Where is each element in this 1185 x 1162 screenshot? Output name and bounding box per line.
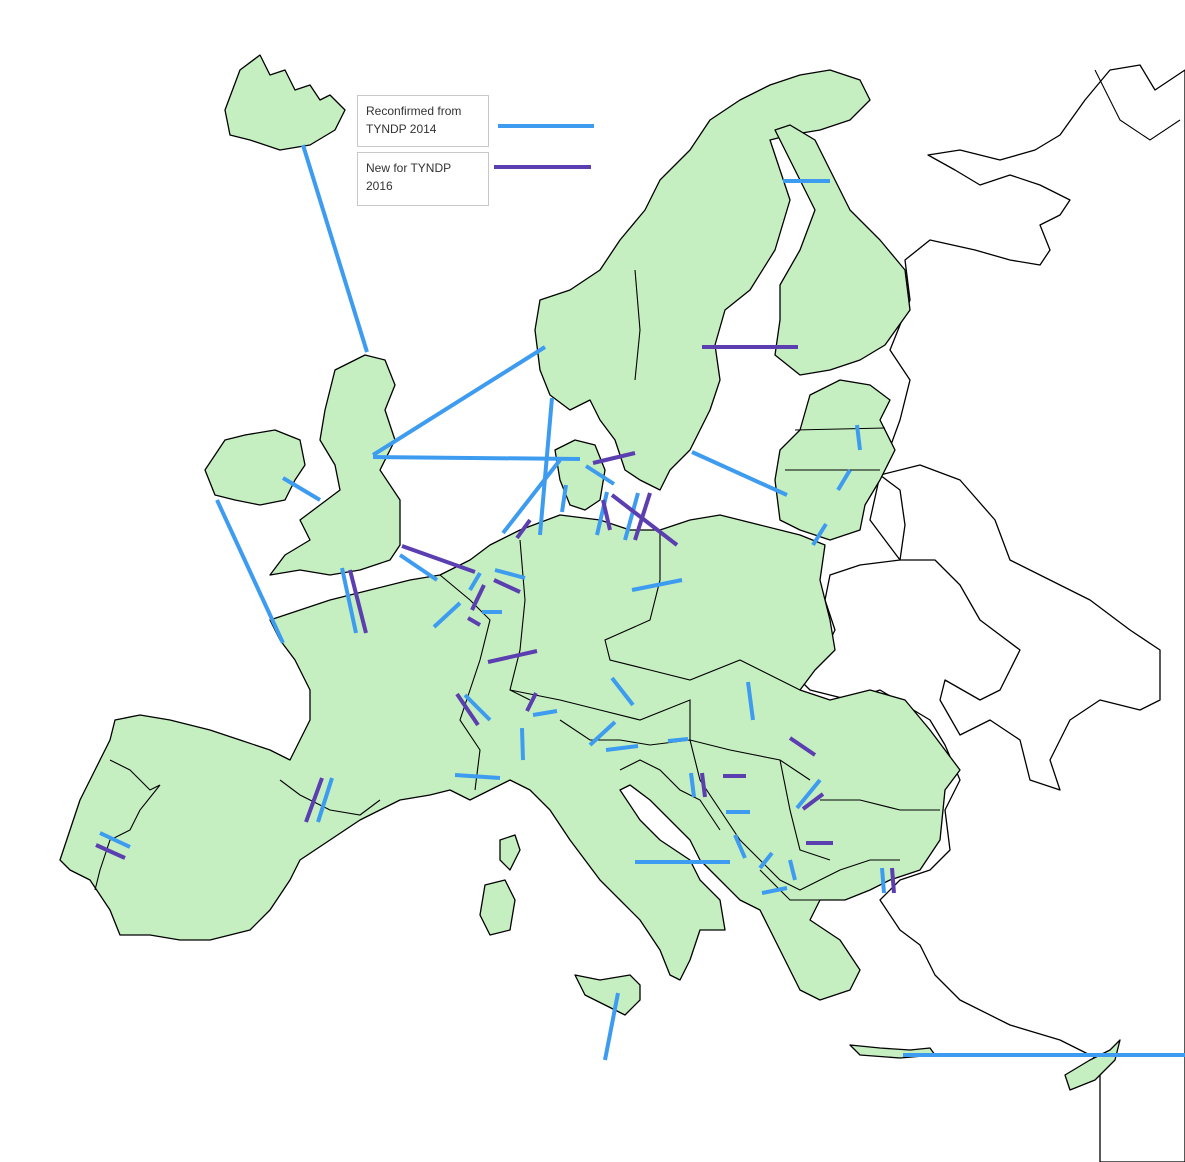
line-bg-gr bbox=[880, 867, 886, 894]
line-at-it bbox=[588, 720, 617, 747]
new-lines bbox=[95, 345, 896, 894]
line-nl-de-2 bbox=[468, 571, 482, 592]
line-rs-hr bbox=[700, 772, 707, 798]
corsica bbox=[499, 834, 521, 871]
finland bbox=[774, 124, 911, 376]
legend-reconfirmed: Reconfirmed from TYNDP 2014 bbox=[357, 95, 489, 147]
line-be-de bbox=[432, 601, 462, 629]
line-ch-de-at bbox=[525, 692, 538, 712]
legend-new-swatch bbox=[494, 165, 591, 169]
line-de-dk-3 bbox=[601, 499, 612, 531]
line-hu-ro bbox=[788, 736, 817, 757]
line-nl-de-3 bbox=[493, 578, 521, 594]
line-sweden-baltic bbox=[691, 450, 788, 497]
sicily bbox=[574, 974, 641, 1016]
line-denmark-sweden bbox=[584, 464, 616, 486]
scandinavia bbox=[534, 69, 871, 491]
line-mk-bg bbox=[788, 859, 797, 881]
line-sk-hu bbox=[746, 681, 755, 721]
line-uk-france-1 bbox=[340, 567, 358, 634]
line-uk-norway bbox=[371, 345, 547, 457]
line-nl-de-1 bbox=[494, 568, 526, 580]
line-denmark-germany-2 bbox=[560, 484, 568, 513]
line-lu-de bbox=[466, 616, 482, 627]
legend-new-line2: 2016 bbox=[366, 179, 393, 193]
line-denmark-germany-1 bbox=[501, 458, 562, 535]
line-fr-ch-new bbox=[455, 692, 480, 727]
line-me-al bbox=[758, 851, 774, 870]
line-lithuania-poland bbox=[811, 522, 828, 547]
line-hr-ba bbox=[689, 772, 696, 798]
line-uk-belgium bbox=[398, 553, 439, 582]
line-iceland-uk bbox=[301, 144, 369, 353]
ireland bbox=[204, 429, 306, 506]
line-be-nl bbox=[470, 584, 486, 611]
line-de-fr bbox=[487, 649, 538, 664]
sardinia bbox=[479, 879, 516, 936]
reconfirmed-lines bbox=[99, 144, 1185, 1061]
line-de-se-2 bbox=[623, 492, 640, 541]
line-fr-it bbox=[454, 773, 501, 780]
line-ro-rs bbox=[795, 778, 822, 810]
line-rs-ro bbox=[801, 792, 825, 811]
line-de-se-1 bbox=[595, 491, 609, 536]
line-gr-mk bbox=[761, 886, 788, 895]
line-bg-gr-new bbox=[890, 867, 896, 894]
line-fr-ch bbox=[463, 693, 492, 722]
line-it-malta bbox=[603, 992, 620, 1061]
legend-new: New for TYNDP 2016 bbox=[357, 152, 489, 206]
line-estonia-latvia bbox=[855, 424, 862, 451]
legend-reconfirmed-swatch bbox=[498, 124, 594, 128]
line-de-se-3 bbox=[633, 492, 652, 541]
line-hu-hr bbox=[667, 737, 689, 743]
line-es-pt-2 bbox=[95, 843, 126, 860]
line-dk-de-new bbox=[515, 518, 532, 540]
line-fr-es-1 bbox=[316, 777, 334, 823]
line-uk-nl bbox=[401, 544, 476, 574]
line-ireland-uk bbox=[281, 476, 322, 502]
legend-reconfirmed-line1: Reconfirmed from bbox=[366, 104, 462, 118]
line-es-pt-1 bbox=[99, 831, 131, 849]
non-eu-land bbox=[799, 64, 1185, 1162]
legend-new-line1: New for TYNDP bbox=[366, 161, 452, 175]
line-cz-at bbox=[610, 676, 635, 707]
line-at-de bbox=[532, 709, 558, 717]
cyprus bbox=[1064, 1039, 1121, 1091]
line-ireland-france bbox=[215, 499, 285, 644]
great-britain bbox=[269, 354, 401, 576]
continental-europe bbox=[59, 514, 961, 1001]
line-de-dk-2 bbox=[592, 451, 636, 465]
line-latvia-lithuania bbox=[836, 468, 852, 492]
line-germany-poland bbox=[631, 578, 683, 592]
line-se-pl bbox=[610, 493, 679, 547]
line-norway-germany bbox=[538, 397, 554, 536]
baltics bbox=[774, 379, 896, 541]
line-si-it bbox=[605, 744, 639, 752]
iceland bbox=[224, 54, 346, 151]
line-uk-denmark bbox=[372, 455, 581, 461]
line-uk-france-2 bbox=[348, 569, 368, 634]
line-fr-es-2 bbox=[304, 777, 324, 823]
legend-reconfirmed-line2: TYNDP 2014 bbox=[366, 122, 437, 136]
line-rs-bg bbox=[733, 834, 747, 859]
line-ch-it bbox=[520, 727, 525, 761]
